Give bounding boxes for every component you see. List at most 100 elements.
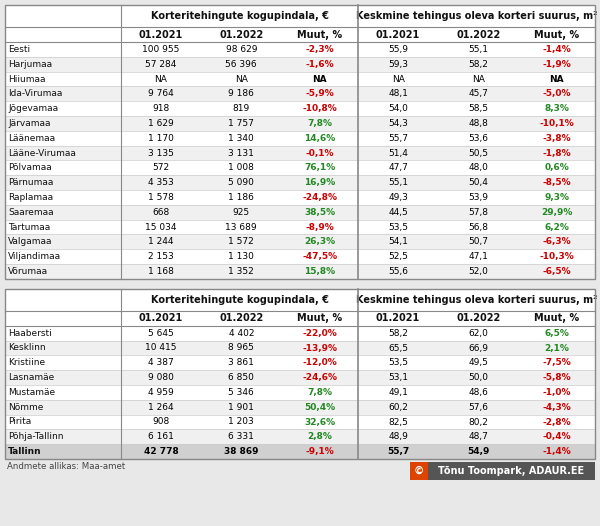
Text: -6,5%: -6,5%	[542, 267, 571, 276]
Text: -1,6%: -1,6%	[305, 59, 334, 69]
Text: 55,6: 55,6	[388, 267, 408, 276]
Text: 01.2022: 01.2022	[456, 313, 500, 323]
Text: Hiiumaa: Hiiumaa	[8, 75, 46, 84]
Text: 01.2022: 01.2022	[456, 29, 500, 39]
Text: -3,8%: -3,8%	[542, 134, 571, 143]
Text: 57,8: 57,8	[469, 208, 488, 217]
Text: 01.2021: 01.2021	[376, 313, 420, 323]
Text: -1,4%: -1,4%	[542, 45, 571, 54]
Text: 6 331: 6 331	[229, 432, 254, 441]
Text: 5 645: 5 645	[148, 329, 174, 338]
Text: 56 396: 56 396	[226, 59, 257, 69]
Text: Tallinn: Tallinn	[8, 447, 41, 456]
Bar	[5, 289, 595, 459]
Bar	[5, 356, 595, 370]
Text: 51,4: 51,4	[388, 148, 408, 157]
Text: 32,6%: 32,6%	[304, 418, 335, 427]
Text: Harjumaa: Harjumaa	[8, 59, 52, 69]
Text: 16,9%: 16,9%	[304, 178, 335, 187]
Bar	[5, 289, 595, 459]
Text: 1 168: 1 168	[148, 267, 174, 276]
Bar	[5, 101, 595, 116]
Text: -0,4%: -0,4%	[542, 432, 571, 441]
Text: 66,9: 66,9	[469, 343, 488, 352]
Text: Tõnu Toompark, ADAUR.EE: Tõnu Toompark, ADAUR.EE	[439, 466, 584, 476]
Text: 15,8%: 15,8%	[304, 267, 335, 276]
Text: 48,9: 48,9	[388, 432, 408, 441]
Text: 1 572: 1 572	[229, 237, 254, 246]
Text: 1 629: 1 629	[148, 119, 174, 128]
Text: 58,2: 58,2	[469, 59, 488, 69]
Text: 57 284: 57 284	[145, 59, 177, 69]
Bar	[5, 57, 595, 72]
Text: 44,5: 44,5	[388, 208, 408, 217]
Text: Jõgevamaa: Jõgevamaa	[8, 104, 58, 113]
Text: -10,3%: -10,3%	[539, 252, 574, 261]
Bar	[5, 370, 595, 385]
Bar	[5, 205, 595, 219]
Text: 50,0: 50,0	[469, 373, 488, 382]
Text: 50,5: 50,5	[469, 148, 488, 157]
Text: 53,5: 53,5	[388, 222, 408, 231]
Bar	[5, 219, 595, 235]
Text: Lasnamäe: Lasnamäe	[8, 373, 54, 382]
Text: 1 170: 1 170	[148, 134, 174, 143]
Text: 9,3%: 9,3%	[544, 193, 569, 202]
Bar	[5, 249, 595, 264]
Text: 4 959: 4 959	[148, 388, 174, 397]
Text: 3 861: 3 861	[229, 358, 254, 367]
Bar	[5, 72, 595, 86]
Text: 1 244: 1 244	[148, 237, 174, 246]
Text: Järvamaa: Järvamaa	[8, 119, 50, 128]
Text: ©: ©	[414, 466, 424, 476]
Text: -24,6%: -24,6%	[302, 373, 337, 382]
Text: 54,0: 54,0	[388, 104, 408, 113]
Text: -5,0%: -5,0%	[542, 89, 571, 98]
Text: 38,5%: 38,5%	[304, 208, 335, 217]
Bar	[5, 400, 595, 414]
Text: 6,5%: 6,5%	[544, 329, 569, 338]
Text: Võrumaa: Võrumaa	[8, 267, 48, 276]
Text: 76,1%: 76,1%	[304, 163, 335, 173]
Text: 6 850: 6 850	[229, 373, 254, 382]
Text: Kristiine: Kristiine	[8, 358, 45, 367]
Text: -1,8%: -1,8%	[542, 148, 571, 157]
Text: -22,0%: -22,0%	[302, 329, 337, 338]
Text: Muut, %: Muut, %	[297, 313, 342, 323]
Text: 48,7: 48,7	[469, 432, 488, 441]
Text: 59,3: 59,3	[388, 59, 408, 69]
Text: Muut, %: Muut, %	[534, 313, 579, 323]
Text: 4 353: 4 353	[148, 178, 174, 187]
Text: 50,4: 50,4	[469, 178, 488, 187]
Bar	[5, 235, 595, 249]
Text: NA: NA	[235, 75, 248, 84]
Text: NA: NA	[472, 75, 485, 84]
Text: 9 186: 9 186	[229, 89, 254, 98]
Text: 1 264: 1 264	[148, 403, 174, 412]
Text: Ida-Virumaa: Ida-Virumaa	[8, 89, 62, 98]
Text: 49,5: 49,5	[469, 358, 488, 367]
Text: -1,9%: -1,9%	[542, 59, 571, 69]
Text: 62,0: 62,0	[469, 329, 488, 338]
Text: 42 778: 42 778	[143, 447, 178, 456]
Text: 14,6%: 14,6%	[304, 134, 335, 143]
Bar	[5, 5, 595, 279]
Bar	[5, 5, 595, 279]
Text: 01.2021: 01.2021	[139, 313, 183, 323]
Text: 1 757: 1 757	[229, 119, 254, 128]
Text: 1 578: 1 578	[148, 193, 174, 202]
Text: Valgamaa: Valgamaa	[8, 237, 53, 246]
Text: 01.2021: 01.2021	[139, 29, 183, 39]
Text: Korteritehingute kogupindala, €: Korteritehingute kogupindala, €	[151, 295, 328, 305]
Text: 908: 908	[152, 418, 170, 427]
Text: 48,0: 48,0	[469, 163, 488, 173]
Text: Lääne-Virumaa: Lääne-Virumaa	[8, 148, 76, 157]
Text: 9 764: 9 764	[148, 89, 174, 98]
Text: 5 090: 5 090	[229, 178, 254, 187]
Text: 38 869: 38 869	[224, 447, 259, 456]
Text: NA: NA	[313, 75, 327, 84]
Text: Tartumaa: Tartumaa	[8, 222, 50, 231]
Text: -0,1%: -0,1%	[305, 148, 334, 157]
Text: 7,8%: 7,8%	[307, 388, 332, 397]
Bar	[5, 341, 595, 356]
